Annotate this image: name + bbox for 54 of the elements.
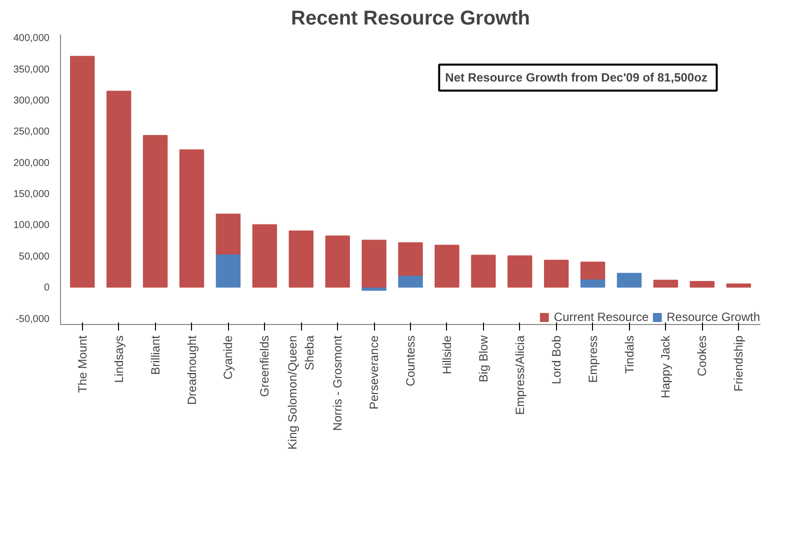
x-tick-label: Happy Jack xyxy=(658,334,673,398)
y-tick-label: 50,000 xyxy=(18,251,50,262)
x-tick-label: Cookes xyxy=(695,336,710,376)
x-tick-label: Friendship xyxy=(732,335,746,392)
y-tick-label: 350,000 xyxy=(13,64,50,76)
x-tick-label: Countess xyxy=(404,335,418,386)
x-tick-label: King Solomon/Queen Sheba xyxy=(286,335,317,450)
bar xyxy=(580,262,606,280)
bar xyxy=(362,240,386,288)
bar xyxy=(325,235,350,288)
bar xyxy=(398,274,423,288)
x-tick-label: Lord Bob xyxy=(549,335,564,384)
y-tick-label: 150,000 xyxy=(13,189,50,200)
x-tick-label: Brilliant xyxy=(148,334,162,375)
y-tick-label: 300,000 xyxy=(13,95,50,106)
y-tick-label: 200,000 xyxy=(13,158,50,169)
bar xyxy=(70,56,95,288)
bar xyxy=(288,230,314,288)
x-tick-label: Big Blow xyxy=(476,335,490,382)
bar xyxy=(653,280,678,288)
y-tick-label: 0 xyxy=(44,282,50,294)
bar xyxy=(690,280,715,288)
bar xyxy=(252,224,278,288)
bar xyxy=(216,214,241,255)
bar xyxy=(471,254,496,288)
x-tick-label: Tindals xyxy=(622,335,636,374)
x-tick-label: Perseverance xyxy=(367,335,382,410)
bar xyxy=(726,283,751,288)
chart-title: Recent Resource Growth xyxy=(291,8,530,30)
x-tick-label: Hillside xyxy=(440,335,454,374)
y-tick-label: 400,000 xyxy=(13,33,50,44)
legend-label: Current Resource xyxy=(554,310,649,324)
bar xyxy=(544,260,569,288)
x-tick-label: Empress/Alicia xyxy=(512,335,527,415)
bar xyxy=(142,135,168,288)
y-tick-label: 250,000 xyxy=(13,126,50,138)
bar xyxy=(179,149,204,288)
bar xyxy=(398,242,423,276)
x-tick-label: The Mount xyxy=(75,334,90,393)
bar xyxy=(216,254,241,288)
x-tick-label: Dreadnought xyxy=(184,334,199,405)
legend-label: Resource Growth xyxy=(666,310,760,324)
x-tick-label: Lindsays xyxy=(112,335,126,383)
bar xyxy=(434,244,460,288)
bar xyxy=(508,255,532,288)
x-tick-label: Empress xyxy=(586,336,600,383)
bar xyxy=(106,90,132,288)
x-tick-label: Greenfields xyxy=(258,335,272,397)
x-tick-label: Cyanide xyxy=(221,335,236,380)
bar xyxy=(616,272,642,288)
y-tick-label: 100,000 xyxy=(13,220,50,232)
y-tick-label: -50,000 xyxy=(16,314,50,325)
annotation: Net Resource Growth from Dec'09 of 81,500oz xyxy=(445,70,708,85)
x-tick-label: Norris - Grosmont xyxy=(330,334,345,431)
